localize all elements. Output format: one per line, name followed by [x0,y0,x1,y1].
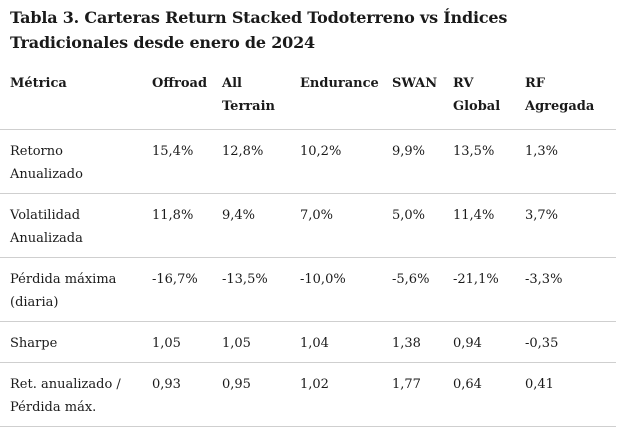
cell-metric: Volatilidad Anualizada [0,193,142,258]
table-row: Ret. anualizado / Pérdida máx. 0,93 0,95… [0,362,616,427]
cell-rf-agregada: 3,7% [515,193,616,258]
header-swan: SWAN [382,63,443,130]
cell-rv-global: 0,94 [443,321,515,363]
cell-rv-global: 11,4% [443,193,515,258]
cell-metric: Pérdida máxima (diaria) [0,257,142,322]
header-metric: Métrica [0,63,142,130]
metrics-table: Métrica Offroad All Terrain Endurance SW… [0,63,616,427]
cell-rv-global: 13,5% [443,129,515,194]
cell-all-terrain: 1,05 [212,321,290,363]
table-row: Volatilidad Anualizada 11,8% 9,4% 7,0% 5… [0,193,616,258]
cell-swan: 1,38 [382,321,443,363]
cell-all-terrain: 12,8% [212,129,290,194]
header-all-terrain: All Terrain [212,63,290,130]
cell-endurance: 1,02 [290,362,382,427]
cell-offroad: 0,93 [142,362,212,427]
cell-rf-agregada: 1,3% [515,129,616,194]
header-offroad: Offroad [142,63,212,130]
cell-endurance: 10,2% [290,129,382,194]
cell-endurance: 7,0% [290,193,382,258]
cell-endurance: 1,04 [290,321,382,363]
cell-swan: 5,0% [382,193,443,258]
cell-rf-agregada: 0,41 [515,362,616,427]
cell-metric: Sharpe [0,321,142,363]
cell-rv-global: -21,1% [443,257,515,322]
header-row: Métrica Offroad All Terrain Endurance SW… [0,63,616,130]
header-rv-global: RV Global [443,63,515,130]
cell-rf-agregada: -0,35 [515,321,616,363]
cell-swan: 9,9% [382,129,443,194]
header-endurance: Endurance [290,63,382,130]
cell-swan: 1,77 [382,362,443,427]
cell-offroad: -16,7% [142,257,212,322]
table-row: Sharpe 1,05 1,05 1,04 1,38 0,94 -0,35 [0,321,616,363]
cell-all-terrain: -13,5% [212,257,290,322]
table-row: Pérdida máxima (diaria) -16,7% -13,5% -1… [0,257,616,322]
cell-offroad: 1,05 [142,321,212,363]
cell-all-terrain: 9,4% [212,193,290,258]
table-row: Retorno Anualizado 15,4% 12,8% 10,2% 9,9… [0,129,616,194]
cell-all-terrain: 0,95 [212,362,290,427]
header-rf-agregada: RF Agregada [515,63,616,130]
table-header: Métrica Offroad All Terrain Endurance SW… [0,63,616,130]
cell-endurance: -10,0% [290,257,382,322]
cell-offroad: 15,4% [142,129,212,194]
cell-offroad: 11,8% [142,193,212,258]
table-title: Tabla 3. Carteras Return Stacked Todoter… [10,8,508,52]
cell-rf-agregada: -3,3% [515,257,616,322]
cell-metric: Retorno Anualizado [0,129,142,194]
cell-swan: -5,6% [382,257,443,322]
cell-metric: Ret. anualizado / Pérdida máx. [0,362,142,427]
table-body: Retorno Anualizado 15,4% 12,8% 10,2% 9,9… [0,129,616,427]
cell-rv-global: 0,64 [443,362,515,427]
